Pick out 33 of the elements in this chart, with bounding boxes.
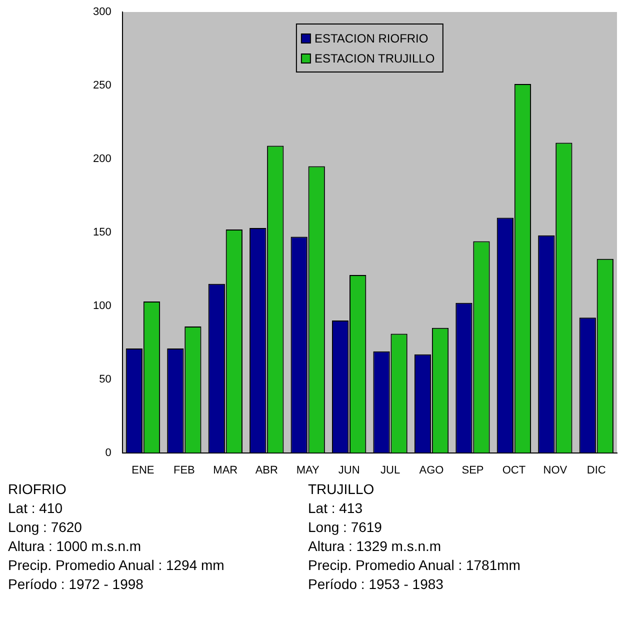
y-tick-label: 200: [92, 152, 112, 165]
text: TRUJILLO: [308, 480, 376, 499]
x-tick-label: OCT: [502, 464, 526, 476]
y-tick-label: 250: [92, 80, 112, 92]
legend-label: ESTACION TRUJILLO: [314, 51, 435, 66]
legend-label: ESTACION RIOFRIO: [314, 31, 428, 46]
text: Lat : 410: [8, 499, 64, 518]
x-tick-label: MAR: [213, 464, 238, 476]
text: Precip. Promedio Anual : 1294 mm: [8, 556, 226, 575]
x-tick-label: ENE: [132, 464, 154, 476]
x-tick-label: ABR: [255, 464, 278, 476]
text: Long : 7620: [8, 518, 83, 537]
x-tick-label: JUN: [338, 464, 360, 476]
text: Long : 7619: [308, 518, 383, 537]
x-tick-label: AGO: [419, 464, 444, 476]
y-tick-label: 50: [99, 373, 112, 386]
y-tick-label: 150: [92, 226, 112, 238]
x-tick-label: JUL: [380, 464, 400, 476]
text: Período : 1953 - 1983: [308, 575, 444, 594]
x-tick-label: DIC: [586, 464, 606, 476]
text: Lat : 413: [308, 499, 364, 518]
y-tick-label: 0: [105, 446, 112, 459]
text: Altura : 1000 m.s.n.m: [8, 537, 142, 556]
x-tick-label: SEP: [462, 464, 484, 476]
y-tick-label: 100: [92, 300, 112, 312]
text: Altura : 1329 m.s.n.m: [308, 537, 442, 556]
x-tick-label: MAY: [296, 464, 320, 476]
y-tick-label: 300: [92, 6, 112, 18]
text: Período : 1972 - 1998: [8, 575, 144, 594]
x-tick-label: FEB: [173, 464, 195, 476]
x-tick-label: NOV: [543, 464, 568, 476]
text: RIOFRIO: [8, 480, 68, 499]
text: Precip. Promedio Anual : 1781mm: [308, 556, 522, 575]
